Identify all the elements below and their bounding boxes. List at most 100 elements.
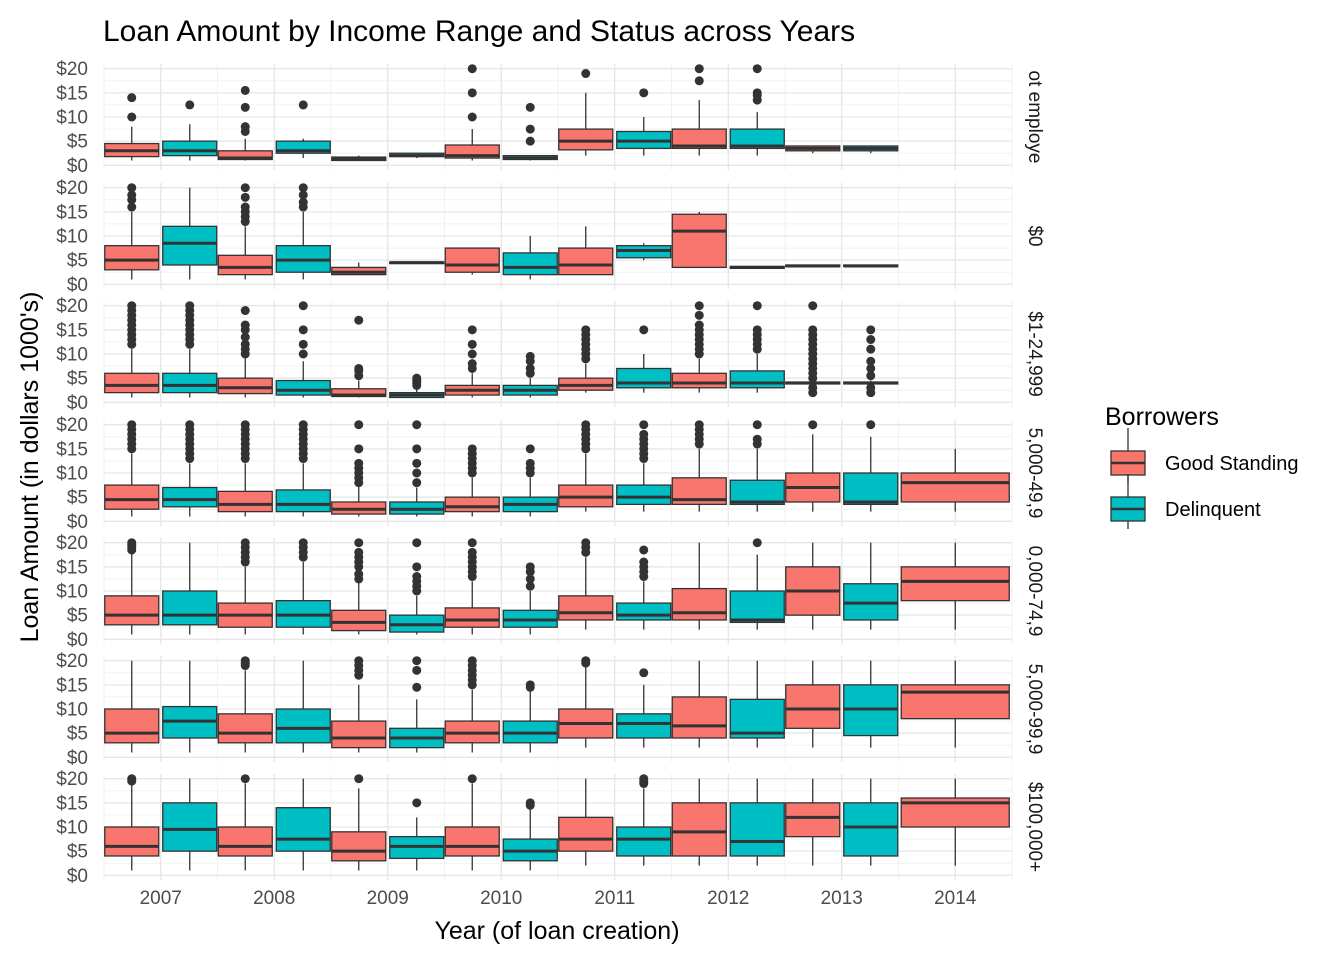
box-good-standing	[671, 301, 727, 393]
box-delinquent	[502, 680, 558, 753]
outlier-point	[752, 325, 762, 335]
outlier-point	[412, 798, 422, 808]
box-delinquent	[162, 187, 218, 280]
box-delinquent	[275, 420, 331, 517]
outlier-point	[752, 538, 762, 548]
x-axis: 2007 2008 2009 2010 2011 2012 2013 2014	[140, 888, 977, 909]
y-tick-label: $20	[56, 415, 88, 436]
x-tick-label: 2010	[480, 888, 522, 909]
outlier-point	[185, 420, 195, 430]
box-delinquent	[502, 102, 558, 161]
outlier-point	[866, 344, 876, 354]
outlier-point	[298, 183, 308, 193]
box-body	[843, 802, 899, 857]
outlier-point	[694, 64, 704, 74]
box-delinquent	[843, 660, 899, 748]
outlier-point	[581, 656, 591, 666]
box-good-standing	[217, 85, 273, 161]
box-delinquent	[389, 373, 445, 399]
outlier-point	[525, 680, 535, 690]
outlier-point	[808, 301, 818, 311]
outlier-point	[808, 383, 818, 393]
y-tick-label: $10	[56, 345, 88, 366]
box-body	[275, 489, 331, 513]
box-good-standing	[217, 656, 273, 753]
box-body	[331, 720, 387, 749]
box-delinquent	[275, 183, 331, 280]
box-good-standing	[331, 262, 387, 276]
box-body	[104, 484, 160, 510]
box-good-standing	[671, 420, 727, 512]
box-delinquent	[389, 420, 445, 517]
x-tick-label: 2009	[367, 888, 409, 909]
box-body	[217, 713, 273, 744]
y-tick-label: $20	[56, 651, 88, 672]
box-delinquent	[729, 778, 785, 866]
legend: Borrowers Good Standing Delinquent	[1105, 403, 1298, 529]
outlier-point	[694, 76, 704, 86]
box-body	[843, 472, 899, 506]
outlier-point	[298, 420, 308, 430]
facet-strip-label: 5,000-49,9	[1024, 428, 1045, 519]
y-tick-label: $10	[56, 227, 88, 248]
outlier-point	[467, 656, 477, 666]
outlier-point	[639, 429, 649, 439]
box-good-standing	[671, 778, 727, 866]
box-good-standing	[444, 444, 500, 517]
box-body	[900, 566, 1010, 602]
facet-panel: $0 $5 $10 $15 $20 ot employe	[56, 59, 1045, 177]
box-good-standing	[558, 325, 614, 393]
box-good-standing	[444, 247, 500, 275]
box-body	[217, 377, 273, 395]
box-good-standing	[785, 660, 841, 748]
box-delinquent	[162, 778, 218, 871]
box-body	[558, 816, 614, 852]
box-delinquent	[502, 351, 558, 398]
y-tick-label: $5	[67, 842, 88, 863]
outlier-point	[866, 363, 876, 373]
box-good-standing	[558, 226, 614, 276]
box-body	[444, 247, 500, 273]
outlier-point	[412, 468, 422, 478]
box-body	[104, 595, 160, 626]
outlier-point	[467, 538, 477, 548]
legend-item: Good Standing	[1110, 428, 1298, 483]
outlier-point	[581, 420, 591, 430]
box-good-standing	[444, 538, 500, 635]
box-delinquent	[843, 145, 899, 154]
outlier-point	[525, 574, 535, 584]
box-delinquent	[616, 88, 672, 156]
box-body	[444, 496, 500, 513]
y-tick-label: $10	[56, 818, 88, 839]
outlier-point	[412, 665, 422, 675]
outlier-point	[412, 420, 422, 430]
facet-strip-label: $1-24,999	[1024, 311, 1045, 397]
x-axis-title: Year (of loan creation)	[434, 917, 679, 945]
outlier-point	[639, 325, 649, 335]
legend-label: Delinquent	[1165, 499, 1261, 521]
box-delinquent	[275, 100, 331, 159]
outlier-point	[240, 339, 250, 349]
outlier-point	[412, 562, 422, 572]
box-good-standing	[217, 538, 273, 635]
outlier-point	[694, 320, 704, 330]
outlier-point	[240, 102, 250, 112]
box-good-standing	[671, 542, 727, 630]
y-tick-label: $5	[67, 606, 88, 627]
facet-panel: $0 $5 $10 $15 $20 $0	[56, 178, 1045, 296]
outlier-point	[866, 335, 876, 345]
y-tick-label: $10	[56, 582, 88, 603]
box-body	[729, 802, 785, 857]
box-body	[444, 826, 500, 857]
box-body	[729, 590, 785, 624]
y-tick-label: $15	[56, 675, 88, 696]
x-tick-label: 2014	[934, 888, 977, 909]
y-tick-label: $10	[56, 108, 88, 129]
box-body	[104, 372, 160, 394]
outlier-point	[866, 420, 876, 430]
box-good-standing	[444, 325, 500, 398]
y-tick-label: $10	[56, 464, 88, 485]
facet-panel: $0 $5 $10 $15 $20 5,000-99,9	[56, 651, 1045, 769]
outlier-point	[412, 572, 422, 582]
outlier-point	[298, 325, 308, 335]
